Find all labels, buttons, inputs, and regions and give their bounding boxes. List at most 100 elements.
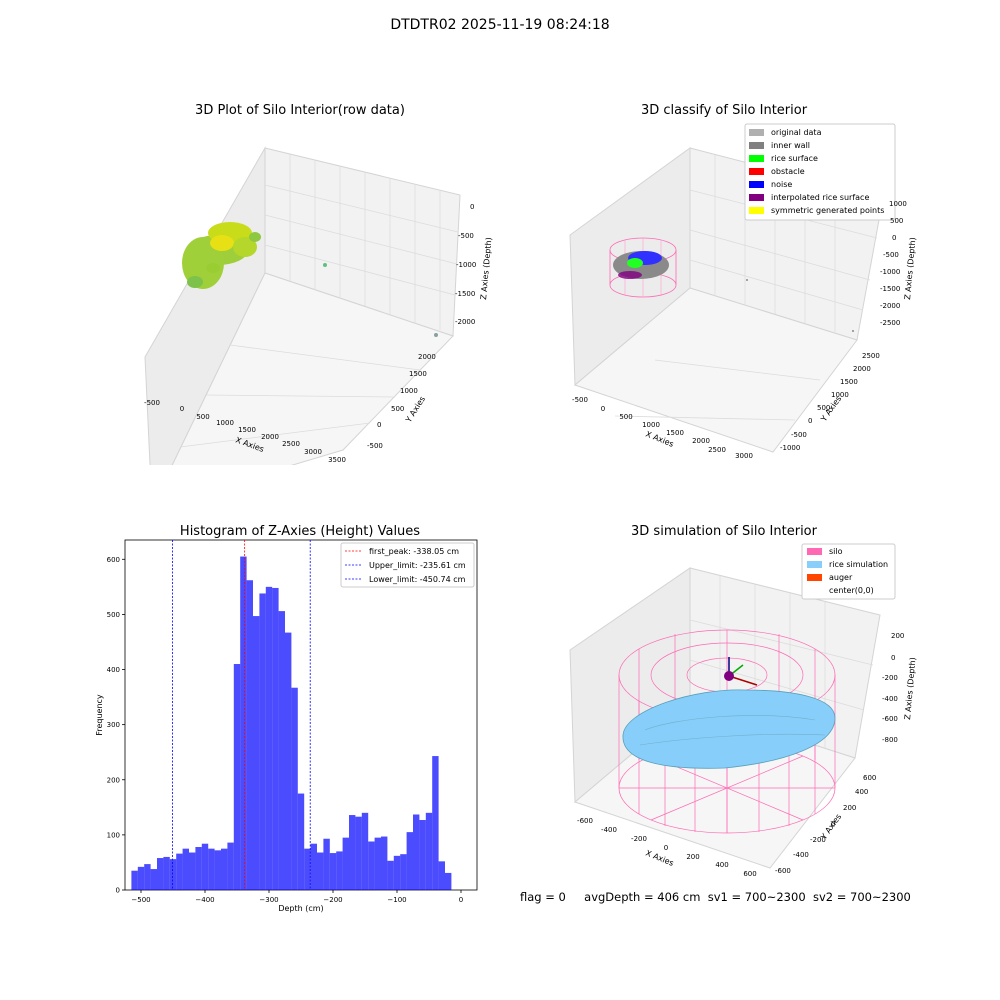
simulation-z-label: Z Axies (Depth) [903, 657, 917, 720]
histogram-bar [310, 843, 317, 890]
classify-z-ticks: 1000 500 0 -500 -1000 -1500 -2000 -2500 [880, 200, 907, 327]
svg-text:600: 600 [743, 870, 756, 878]
svg-text:-1500: -1500 [455, 290, 475, 298]
y-tick-label: 0 [116, 887, 120, 895]
histogram-bar [150, 869, 157, 890]
histogram-bar [355, 816, 362, 890]
simulation-x-ticks: -600 -400 -200 0 200 400 600 [577, 817, 757, 878]
svg-text:interpolated rice surface: interpolated rice surface [771, 193, 869, 202]
classify-point-cloud [609, 237, 854, 332]
svg-text:0: 0 [377, 421, 381, 429]
simulation-y-ticks: -600 -400 -200 0 200 400 600 [775, 774, 876, 875]
svg-text:400: 400 [715, 861, 728, 869]
histogram-bar [201, 843, 209, 890]
svg-text:Upper_limit: -235.61 cm: Upper_limit: -235.61 cm [369, 561, 466, 570]
classify-3d-plot: original data inner wall rice surface ob… [569, 123, 917, 460]
histogram-bar [131, 870, 138, 890]
histogram-threshold-lines [172, 540, 311, 890]
histogram-bar [221, 848, 228, 890]
legend-swatch-noise [749, 181, 764, 188]
svg-text:200: 200 [891, 632, 904, 640]
svg-text:1500: 1500 [666, 429, 684, 437]
svg-text:0: 0 [601, 405, 605, 413]
svg-text:rice surface: rice surface [771, 154, 818, 163]
footer-status: flag = 0 avgDepth = 406 cm sv1 = 700~230… [520, 890, 911, 904]
x-tick-label: −100 [387, 896, 406, 904]
histogram-bar [278, 611, 285, 890]
svg-text:200: 200 [686, 853, 699, 861]
histogram-bar [329, 853, 337, 890]
y-tick-label: 200 [107, 776, 120, 784]
histogram-bar [176, 853, 183, 890]
svg-text:rice simulation: rice simulation [829, 560, 888, 569]
svg-text:first_peak: -338.05 cm: first_peak: -338.05 cm [369, 547, 459, 556]
histogram-bar [195, 847, 202, 890]
svg-text:-1500: -1500 [880, 285, 900, 293]
svg-text:-800: -800 [882, 736, 898, 744]
classify-x-ticks: -500 0 500 1000 1500 2000 2500 3000 [572, 396, 753, 460]
svg-text:-400: -400 [793, 851, 809, 859]
svg-text:0: 0 [891, 654, 895, 662]
svg-text:500: 500 [817, 404, 830, 412]
histogram-bar [182, 848, 189, 890]
svg-text:1000: 1000 [400, 387, 418, 395]
svg-text:1500: 1500 [409, 370, 427, 378]
histogram-bars [131, 556, 452, 890]
svg-text:-2500: -2500 [880, 319, 900, 327]
histogram-bar [265, 586, 273, 890]
svg-text:silo: silo [829, 547, 843, 556]
legend-swatch-interpolated [749, 194, 764, 201]
raw-3d-plot: -500 0 500 1000 1500 2000 2500 3000 3500… [144, 146, 493, 465]
svg-text:-200: -200 [882, 674, 898, 682]
y-tick-label: 100 [107, 831, 120, 839]
histogram-bar [393, 855, 401, 890]
svg-text:-400: -400 [882, 695, 898, 703]
classify-z-label: Z Axies (Depth) [903, 237, 917, 300]
svg-text:-500: -500 [791, 431, 807, 439]
svg-text:2000: 2000 [853, 365, 871, 373]
footer-sv2: sv2 = 700~2300 [812, 890, 911, 904]
svg-text:2000: 2000 [692, 437, 710, 445]
raw-y-ticks: -500 0 500 1000 1500 2000 [367, 353, 436, 450]
histogram-bar [189, 852, 196, 890]
simulation-rice-surface [622, 689, 836, 769]
histogram-bar [400, 854, 407, 890]
footer-sv1: sv1 = 700~2300 [707, 890, 806, 904]
svg-text:500: 500 [619, 413, 632, 421]
histogram-bar [432, 756, 439, 890]
svg-text:2000: 2000 [418, 353, 436, 361]
histogram-title: Histogram of Z-Axies (Height) Values [179, 524, 421, 539]
histogram-bar [438, 861, 445, 890]
histogram-bar [368, 841, 375, 890]
histogram-chart: −500 −400 −300 −200 −100 0 0 100 200 300 400 500 60… [95, 539, 478, 913]
simulation-x-label: X Axies [644, 849, 675, 868]
svg-text:-1000: -1000 [456, 261, 476, 269]
svg-text:-600: -600 [775, 867, 791, 875]
simulation-auger-and-center [724, 657, 758, 686]
classify-legend: original data inner wall rice surface ob… [744, 123, 896, 221]
histogram-bar [157, 858, 164, 890]
legend-swatch-symmetric [749, 207, 764, 214]
x-tick-label: 0 [459, 896, 463, 904]
svg-text:3000: 3000 [304, 448, 322, 456]
y-tick-label: 300 [107, 721, 120, 729]
histogram-bar [387, 860, 394, 890]
histogram-bar [419, 820, 426, 890]
svg-text:-400: -400 [601, 826, 617, 834]
svg-text:3000: 3000 [735, 452, 753, 460]
histogram-legend: first_peak: -338.05 cm Upper_limit: -235… [340, 542, 475, 588]
raw-plot-title: 3D Plot of Silo Interior(row data) [195, 103, 405, 118]
legend-swatch-original [749, 129, 764, 136]
histogram-bar [381, 836, 388, 890]
footer-avg-depth: avgDepth = 406 cm [584, 890, 701, 904]
svg-text:400: 400 [855, 788, 868, 796]
svg-text:center(0,0): center(0,0) [829, 586, 874, 595]
histogram-bar [233, 664, 241, 890]
svg-text:0: 0 [180, 405, 184, 413]
histogram-bar [272, 587, 279, 890]
legend-swatch-inner-wall [749, 142, 764, 149]
y-tick-label: 600 [107, 556, 120, 564]
simulation-plot-title: 3D simulation of Silo Interior [631, 524, 817, 539]
simulation-y-label: Y Axies [819, 812, 844, 842]
histogram-bar [336, 851, 343, 890]
